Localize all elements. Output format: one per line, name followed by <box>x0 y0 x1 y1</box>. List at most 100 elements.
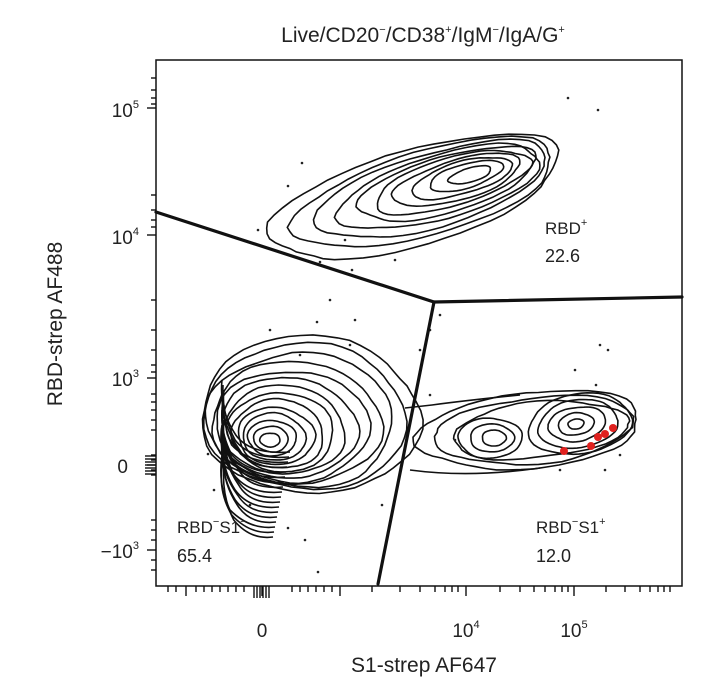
contour-line <box>312 138 546 238</box>
highlighted-event-dot <box>609 424 617 432</box>
x-tick-label-0: 0 <box>257 621 268 642</box>
chart-title: Live/CD20−/CD38+/IgM−/IgA/G+ <box>281 24 565 47</box>
event-dot <box>380 503 384 507</box>
event-dot <box>206 452 210 456</box>
contour-line <box>412 389 637 471</box>
event-dot <box>248 503 252 507</box>
event-dot <box>316 570 320 574</box>
y-tick-label-1e5: 105 <box>112 99 139 122</box>
contour-line <box>265 133 560 261</box>
event-dot <box>286 184 290 188</box>
event-dot <box>606 348 610 352</box>
contour-line <box>567 418 585 430</box>
contour-line <box>221 384 346 475</box>
contour-line <box>216 371 372 485</box>
plot-frame <box>155 59 683 587</box>
x-tick-label-1e4: 104 <box>452 619 479 642</box>
highlighted-event-dot <box>594 433 602 441</box>
event-dot <box>603 468 607 472</box>
y-tick-label-neg1e3: −103 <box>101 540 139 563</box>
contour-line <box>547 406 607 443</box>
contour-population-double-negative <box>201 334 424 495</box>
contour-dense-edge <box>220 379 291 539</box>
contour-line <box>470 422 516 453</box>
title-part: /IgA/G <box>499 24 559 47</box>
contour-line <box>452 399 631 461</box>
title-part: /IgM <box>452 24 493 47</box>
event-dot <box>393 258 397 262</box>
gate-percent-rbd-positive: 22.6 <box>545 246 580 266</box>
gate-s1-divider <box>376 300 436 586</box>
title-part: Live/CD20 <box>281 24 379 47</box>
contour-line <box>390 152 521 208</box>
event-dot <box>596 108 600 112</box>
gate-label-rbd-positive: RBD+ <box>545 217 587 238</box>
contour-line <box>258 432 281 449</box>
event-dot <box>598 343 602 347</box>
title-part-sup: + <box>558 24 564 36</box>
contour-line <box>222 429 281 504</box>
event-dot <box>350 268 354 272</box>
contour-line <box>211 360 385 486</box>
x-axis-ticks <box>167 586 671 598</box>
event-dot <box>453 438 457 442</box>
title-part-sup: − <box>492 24 498 36</box>
contour-line <box>204 351 393 489</box>
event-dot <box>328 298 332 302</box>
event-dot <box>353 318 357 322</box>
contour-line <box>557 411 596 436</box>
contour-line <box>376 149 534 216</box>
contour-line <box>230 397 324 469</box>
event-dot <box>348 343 352 347</box>
event-dot <box>300 161 304 165</box>
contour-line <box>429 159 505 193</box>
event-dot <box>594 383 598 387</box>
x-axis-title: S1-strep AF647 <box>351 654 497 677</box>
event-dot <box>298 353 302 357</box>
contour-line <box>404 394 521 409</box>
gate-label-s1-positive: RBD−S1+ <box>536 516 606 537</box>
title-part: /CD38 <box>386 24 446 47</box>
contour-line <box>333 142 541 229</box>
title-part-sup: + <box>445 24 451 36</box>
contour-line <box>481 429 508 447</box>
contour-line <box>409 467 541 475</box>
event-dot <box>618 453 622 457</box>
highlighted-event-dot <box>560 447 568 455</box>
contour-line <box>355 145 537 223</box>
gate-percent-double-negative: 65.4 <box>177 546 212 566</box>
contour-line <box>527 391 634 456</box>
y-tick-label-0: 0 <box>117 457 128 478</box>
title-part-sup: − <box>379 24 385 36</box>
contour-line <box>203 341 408 491</box>
contour-line <box>252 425 289 453</box>
event-dot <box>318 260 322 264</box>
contour-line <box>457 417 524 460</box>
contour-line <box>242 411 308 461</box>
event-dot <box>343 238 347 242</box>
highlighted-event-dot <box>601 430 609 438</box>
event-dot <box>256 228 260 232</box>
contour-population-s1-positive <box>404 389 637 475</box>
highlighted-event-dot <box>587 442 595 450</box>
gate-percent-s1-positive: 12.0 <box>536 546 571 566</box>
y-axis-title: RBD-strep AF488 <box>44 242 67 407</box>
y-tick-label-1e3: 103 <box>112 368 139 391</box>
y-tick-label-1e4: 104 <box>112 226 139 249</box>
event-dot <box>418 348 422 352</box>
contour-population-rbd-positive <box>265 133 560 261</box>
highlighted-events <box>560 424 617 455</box>
event-dot <box>558 468 562 472</box>
contour-line <box>286 135 551 248</box>
event-dot <box>573 368 577 372</box>
y-axis-ticks <box>145 77 156 571</box>
event-dot <box>286 526 290 530</box>
gate-label-double-negative: RBD−S1− <box>177 516 247 537</box>
event-dot <box>268 328 272 332</box>
event-dot <box>212 488 216 492</box>
contour-line <box>201 334 424 495</box>
event-dot <box>566 96 570 100</box>
event-dot <box>428 393 432 397</box>
contour-line <box>446 164 492 185</box>
